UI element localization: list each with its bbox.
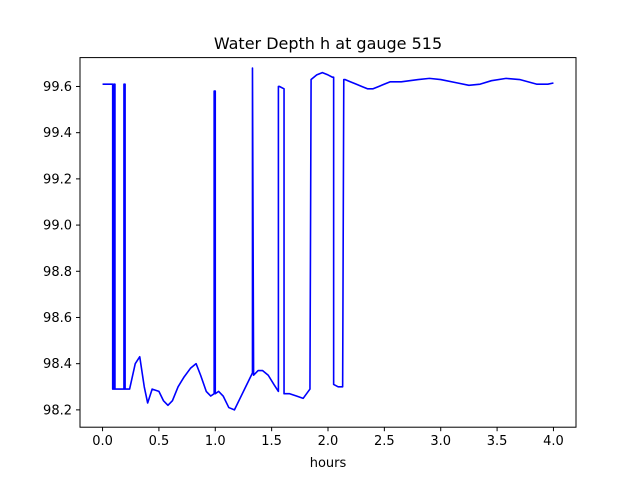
y-axis-ticks: 98.2 98.4 98.6 98.8 99.0 99.2 99.4 99.6	[43, 80, 80, 418]
x-tick-label: 3.0	[430, 434, 451, 449]
chart-title: Water Depth h at gauge 515	[214, 34, 442, 53]
y-tick-label: 98.2	[43, 403, 72, 418]
x-tick-label: 1.0	[205, 434, 226, 449]
x-tick-label: 4.0	[543, 434, 564, 449]
x-tick-label: 2.0	[318, 434, 339, 449]
x-axis-label: hours	[310, 456, 347, 471]
plot-frame	[79, 57, 577, 428]
x-tick-label: 0.0	[92, 434, 113, 449]
y-tick-label: 98.8	[43, 265, 72, 280]
y-tick-label: 99.6	[43, 80, 72, 95]
x-tick-label: 0.5	[149, 434, 170, 449]
y-tick-label: 98.6	[43, 311, 72, 326]
y-tick-label: 99.0	[43, 219, 72, 234]
y-tick-label: 99.2	[43, 172, 72, 187]
series-line-0	[102, 67, 554, 411]
y-tick-label: 99.4	[43, 126, 72, 141]
x-tick-label: 1.5	[261, 434, 282, 449]
x-tick-label: 2.5	[374, 434, 395, 449]
series-layer	[102, 67, 554, 411]
x-axis-ticks: 0.0 0.5 1.0 1.5 2.0 2.5 3.0 3.5 4.0	[92, 427, 564, 449]
y-tick-label: 98.4	[43, 357, 72, 372]
x-tick-label: 3.5	[487, 434, 508, 449]
plot-area	[80, 57, 576, 428]
